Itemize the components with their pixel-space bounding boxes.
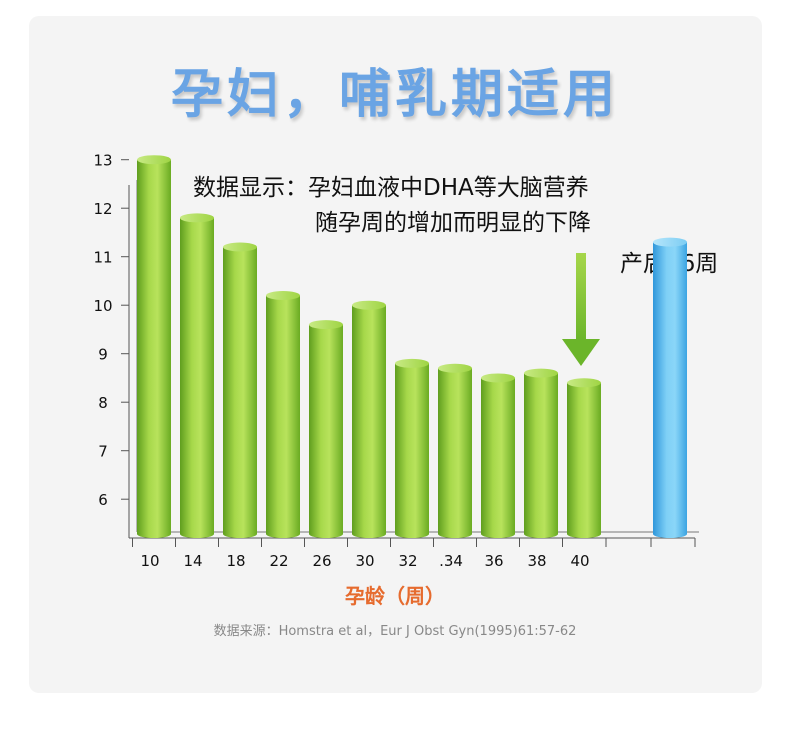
- page-title: 孕妇，哺乳期适用: [170, 65, 619, 125]
- bars: [137, 155, 687, 538]
- y-tick-label: 7: [98, 443, 108, 461]
- bar-14: [180, 213, 214, 538]
- x-tick-label: 38: [527, 552, 546, 570]
- bar-38: [524, 368, 558, 538]
- y-tick-label: 6: [98, 491, 108, 509]
- x-tick-label: 32: [398, 552, 417, 570]
- bar-26: [309, 320, 343, 538]
- bar-36: [481, 373, 515, 538]
- x-ticks: 10 14 18 22 26 30 32 .34 36 38 40: [132, 538, 696, 570]
- bar-32: [395, 358, 429, 538]
- x-tick-label: 40: [570, 552, 589, 570]
- x-tick-label: 30: [355, 552, 374, 570]
- y-tick-label: 8: [98, 394, 108, 412]
- annotation-line-1: 数据显示：孕妇血液中DHA等大脑营养: [193, 175, 589, 201]
- bar-10: [137, 155, 171, 538]
- x-tick-label: .34: [439, 552, 463, 570]
- y-tick-label: 11: [93, 249, 112, 267]
- annotation-line-2: 随孕周的增加而明显的下降: [315, 210, 591, 236]
- x-axis-label: 孕龄（周）: [345, 584, 445, 608]
- bar-.34: [438, 363, 472, 538]
- x-tick-label: 10: [140, 552, 159, 570]
- bar-18: [223, 242, 257, 538]
- bar-30: [352, 300, 386, 538]
- y-tick-label: 9: [98, 346, 108, 364]
- y-tick-label: 13: [93, 152, 112, 170]
- x-tick-label: 36: [484, 552, 503, 570]
- bar-40: [567, 378, 601, 538]
- x-tick-label: 14: [183, 552, 202, 570]
- y-ticks: 13 12 11 10 9 8 7 6: [93, 152, 129, 509]
- down-arrow-icon: [562, 253, 600, 366]
- x-tick-label: 18: [226, 552, 245, 570]
- bar-22: [266, 291, 300, 538]
- bar-postpartum: [653, 237, 687, 538]
- x-tick-label: 22: [269, 552, 288, 570]
- source-citation: 数据来源：Homstra et al，Eur J Obst Gyn(1995)6…: [213, 624, 577, 639]
- y-tick-label: 10: [93, 297, 112, 315]
- x-tick-label: 26: [312, 552, 331, 570]
- y-tick-label: 12: [93, 200, 112, 218]
